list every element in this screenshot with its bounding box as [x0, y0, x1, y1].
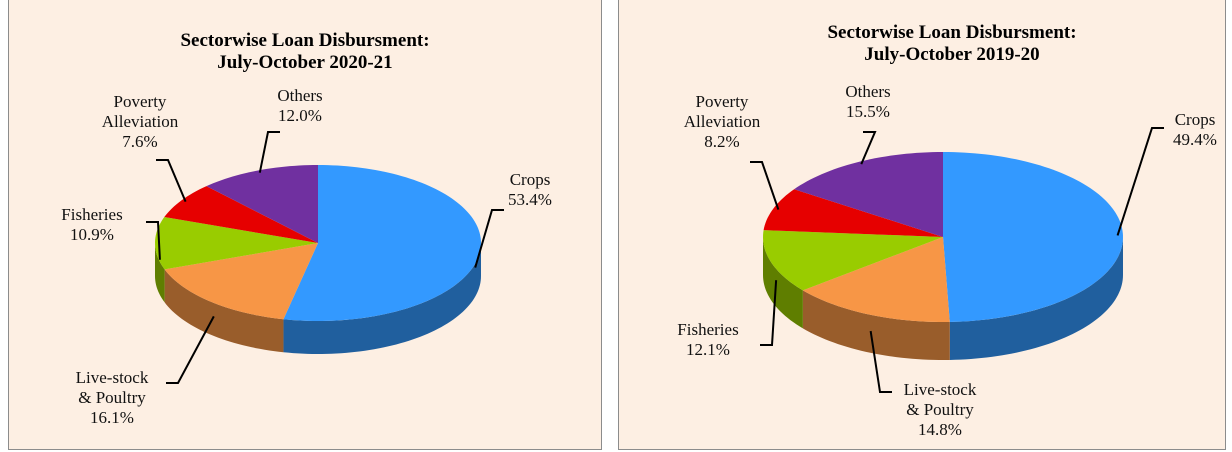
category-label: Fisheries [61, 205, 123, 224]
value-label: 10.9% [70, 225, 114, 244]
leader-line [156, 159, 187, 203]
value-label: 14.8% [918, 420, 962, 439]
slice-side [164, 269, 284, 353]
category-label: Fisheries [677, 320, 739, 339]
category-label: Others [277, 86, 323, 105]
leader-line [258, 131, 280, 173]
value-label: 12.0% [278, 106, 322, 125]
chart-title: Sectorwise Loan Disbursment: July-Octobe… [180, 30, 430, 73]
leader-line [1116, 127, 1164, 236]
value-label: 7.6% [122, 132, 158, 151]
slice [794, 152, 943, 237]
slice [802, 237, 950, 322]
leader-line [860, 131, 877, 165]
leader-line [750, 161, 780, 210]
slice-side [155, 243, 165, 303]
category-label: Live-stock & Poultry [75, 368, 149, 407]
chart-title: Sectorwise Loan Disbursment: July-Octobe… [827, 22, 1077, 65]
value-label: 12.1% [686, 340, 730, 359]
value-label: 8.2% [704, 132, 740, 151]
slice [763, 189, 943, 237]
category-label: Crops [1174, 110, 1216, 129]
leader-line [474, 209, 504, 268]
category-label: Poverty Alleviation [101, 92, 179, 131]
leader-line [166, 315, 215, 384]
leader-line [869, 330, 892, 393]
slice [943, 152, 1123, 322]
category-label: Poverty Alleviation [683, 92, 761, 131]
slice [164, 186, 318, 243]
slice [763, 230, 943, 291]
slice [155, 217, 318, 270]
slice-side [802, 290, 950, 360]
slice-side [949, 237, 1123, 360]
slice-side [763, 237, 803, 329]
category-label: Crops [509, 170, 551, 189]
leader-line [146, 221, 161, 260]
slice-side [283, 243, 481, 354]
category-label: Others [845, 82, 891, 101]
leader-line [760, 280, 778, 346]
slice [283, 165, 481, 321]
slice [206, 165, 318, 243]
value-label: 15.5% [846, 102, 890, 121]
category-label: Live-stock & Poultry [903, 380, 977, 419]
value-label: 16.1% [90, 408, 134, 427]
value-label: 53.4% [508, 190, 552, 209]
value-label: 49.4% [1173, 130, 1217, 149]
slice [164, 243, 318, 320]
